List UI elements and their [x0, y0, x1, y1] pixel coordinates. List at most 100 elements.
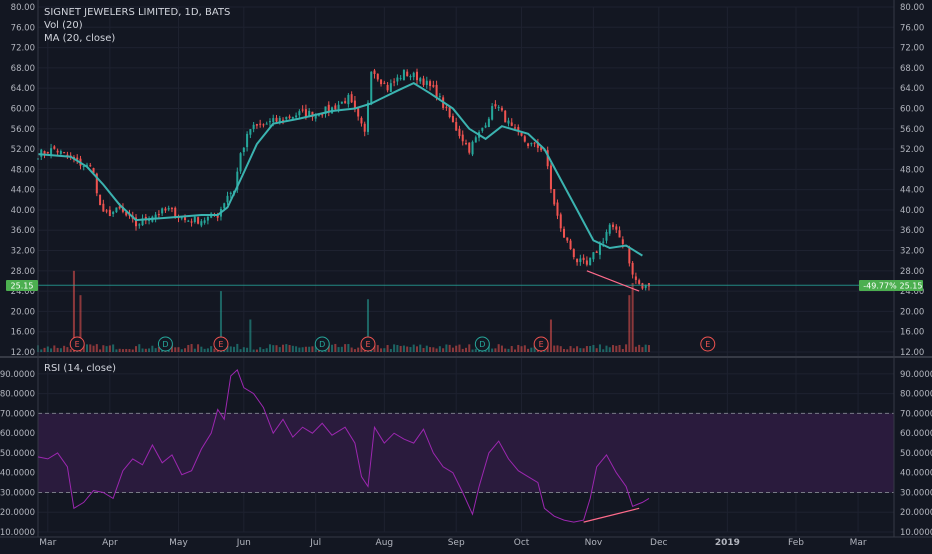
candlesticks: [36, 68, 650, 291]
symbol-title[interactable]: SIGNET JEWELERS LIMITED, 1D, BATS: [44, 7, 231, 18]
earnings-marker: [69, 336, 85, 352]
rsi-tick-left: 30.0000: [0, 488, 35, 498]
volume-bar: [180, 349, 183, 352]
volume-bar: [507, 348, 510, 352]
moving-average: [37, 81, 643, 257]
volume-bar: [638, 344, 641, 352]
candle-body: [393, 81, 396, 83]
volume-bar: [572, 348, 575, 352]
volume-bars: [36, 270, 650, 352]
volume-bar: [579, 348, 582, 352]
volume-bar: [461, 348, 464, 352]
candle-body: [314, 114, 317, 119]
candle-body: [448, 107, 451, 118]
candle-body: [517, 127, 520, 132]
volume-bar: [46, 346, 49, 352]
candle-body: [92, 168, 95, 173]
volume-bar: [308, 346, 311, 352]
candle-body: [484, 125, 487, 128]
candle-body: [612, 224, 615, 228]
event-marker-label: E: [75, 340, 80, 349]
earnings-marker: [700, 336, 716, 352]
candle-body: [638, 280, 641, 284]
price-tick-right: 56.00: [900, 125, 924, 135]
ma-legend[interactable]: MA (20, close): [44, 33, 116, 44]
time-tick-label: Mar: [39, 538, 56, 548]
price-tick-left: 28.00: [11, 267, 35, 277]
rsi-tick-right: 10.0000: [900, 528, 932, 538]
volume-bar: [50, 348, 53, 352]
volume-bar: [396, 345, 399, 352]
price-tick-left: 16.00: [11, 328, 35, 338]
volume-legend[interactable]: Vol (20): [44, 20, 83, 31]
candle-body: [347, 94, 350, 105]
volume-bar: [556, 345, 559, 352]
candle-body: [167, 208, 170, 210]
price-tick-left: 56.00: [11, 125, 35, 135]
candle-body: [63, 152, 66, 154]
volume-bar: [647, 345, 650, 352]
candle-body: [647, 283, 650, 287]
candle-body: [396, 77, 399, 82]
candle-body: [353, 100, 356, 110]
rsi-line: [37, 369, 650, 523]
price-tick-left: 24.00: [11, 287, 35, 297]
volume-bar: [206, 348, 209, 352]
candle-body: [458, 128, 461, 137]
volume-bar: [72, 270, 75, 352]
candle-body: [43, 151, 46, 154]
candle-body: [190, 221, 193, 223]
candle-body: [497, 106, 500, 108]
time-tick-label: Jul: [309, 538, 321, 548]
event-marker-label: D: [479, 340, 485, 349]
candle-body: [216, 215, 219, 218]
candle-body: [118, 206, 121, 209]
volume-bar: [510, 346, 513, 352]
volume-bar: [285, 344, 288, 352]
candle-body: [324, 106, 327, 114]
volume-bar: [108, 345, 111, 352]
event-marker-label: E: [365, 340, 370, 349]
candle-body: [125, 211, 128, 216]
volume-bar: [598, 344, 601, 352]
candle-body: [108, 209, 111, 217]
volume-bar: [154, 348, 157, 352]
candle-body: [559, 214, 562, 229]
volume-bar: [569, 346, 572, 352]
candle-body: [553, 189, 556, 205]
volume-bar: [487, 344, 490, 352]
volume-bar: [272, 345, 275, 352]
time-tick-label: May: [169, 538, 188, 548]
candle-body: [193, 216, 196, 222]
rsi-tick-right: 20.0000: [900, 508, 932, 518]
candle-body: [85, 164, 89, 166]
rsi-legend[interactable]: RSI (14, close): [44, 363, 117, 374]
volume-bar: [350, 347, 353, 352]
volume-bar: [393, 344, 396, 352]
volume-bar: [621, 348, 624, 352]
candle-body: [605, 231, 608, 241]
volume-bar: [131, 349, 134, 352]
volume-bar: [641, 347, 644, 352]
volume-bar: [634, 346, 637, 352]
volume-bar: [442, 348, 445, 352]
volume-bar: [174, 347, 177, 352]
price-tick-left: 48.00: [11, 165, 35, 175]
volume-bar: [347, 344, 350, 352]
time-tick-label: Feb: [788, 538, 804, 548]
candle-body: [278, 117, 281, 123]
candle-body: [239, 153, 242, 172]
volume-bar: [92, 345, 95, 352]
volume-bar: [625, 344, 628, 352]
volume-bar: [500, 345, 503, 352]
candle-body: [530, 143, 533, 145]
volume-bar: [559, 346, 562, 352]
volume-bar: [56, 347, 59, 352]
volume-bar: [177, 347, 180, 352]
candle-body: [383, 82, 386, 84]
candle-body: [621, 239, 624, 244]
rsi-tick-left: 40.0000: [0, 469, 35, 479]
